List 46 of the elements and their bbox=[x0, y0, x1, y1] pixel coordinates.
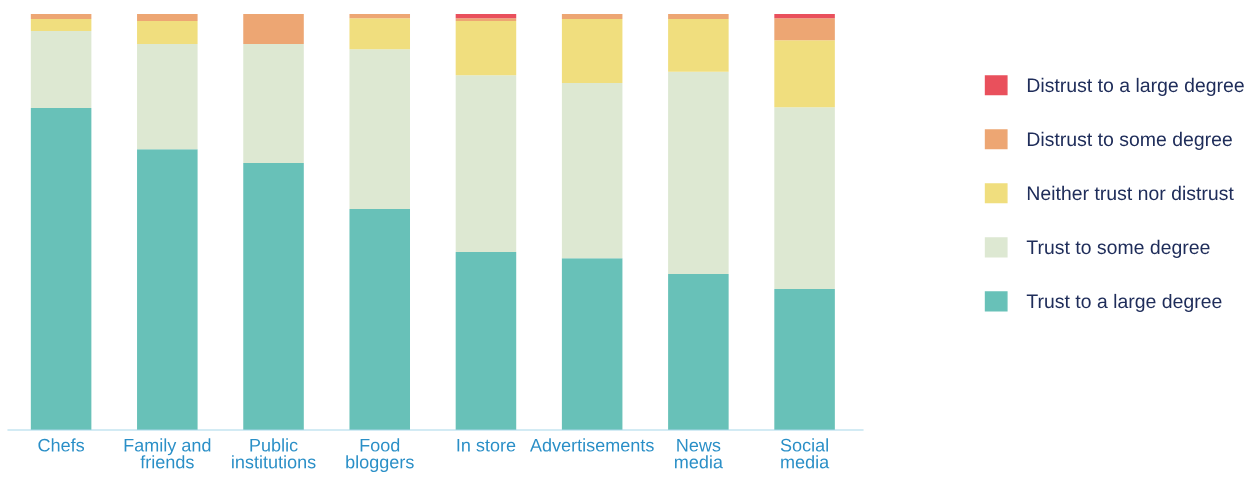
x-tick-label: Family and friends bbox=[124, 438, 211, 469]
bar bbox=[30, 18, 92, 32]
bar bbox=[243, 14, 304, 44]
bar bbox=[561, 14, 623, 19]
bar bbox=[668, 18, 729, 72]
bar bbox=[668, 71, 729, 274]
bar bbox=[668, 14, 729, 19]
bar bbox=[774, 14, 835, 19]
legend-label: Neither trust nor distrust bbox=[1027, 185, 1234, 201]
bar bbox=[455, 75, 517, 252]
bar bbox=[243, 43, 304, 163]
x-tick-label: Advertisements bbox=[529, 438, 654, 452]
bar bbox=[137, 43, 198, 150]
x-tick-label: News media bbox=[674, 439, 723, 469]
bar bbox=[349, 14, 411, 19]
bar bbox=[349, 209, 411, 430]
bar bbox=[561, 18, 623, 84]
x-tick-label: In store bbox=[457, 439, 516, 452]
x-tick-label: Public institutions bbox=[232, 438, 316, 469]
bar bbox=[455, 251, 517, 430]
bar bbox=[455, 21, 517, 76]
bar bbox=[774, 18, 835, 41]
bar bbox=[774, 107, 835, 289]
x-tick-label: Food bloggers bbox=[346, 438, 414, 472]
bar bbox=[455, 14, 517, 19]
bar bbox=[137, 14, 198, 22]
bar bbox=[30, 14, 92, 19]
bar bbox=[30, 108, 92, 430]
bar bbox=[668, 274, 729, 430]
legend-label: Distrust to some degree bbox=[1027, 131, 1232, 150]
bar bbox=[774, 288, 835, 430]
x-tick-label: Social media bbox=[780, 438, 830, 469]
bar bbox=[137, 149, 198, 430]
bar bbox=[30, 31, 92, 109]
bar bbox=[349, 18, 411, 50]
legend-label: Distrust to a large degree bbox=[1027, 77, 1244, 96]
bar bbox=[561, 83, 623, 259]
bar bbox=[349, 49, 411, 210]
x-tick-label: Chefs bbox=[38, 438, 85, 452]
legend-label: Trust to some degree bbox=[1026, 239, 1210, 258]
bar bbox=[561, 258, 623, 430]
bar bbox=[243, 162, 304, 430]
bar bbox=[774, 40, 835, 108]
bar bbox=[137, 21, 198, 44]
bar bbox=[455, 18, 517, 22]
legend-label: Trust to a large degree bbox=[1026, 293, 1222, 312]
